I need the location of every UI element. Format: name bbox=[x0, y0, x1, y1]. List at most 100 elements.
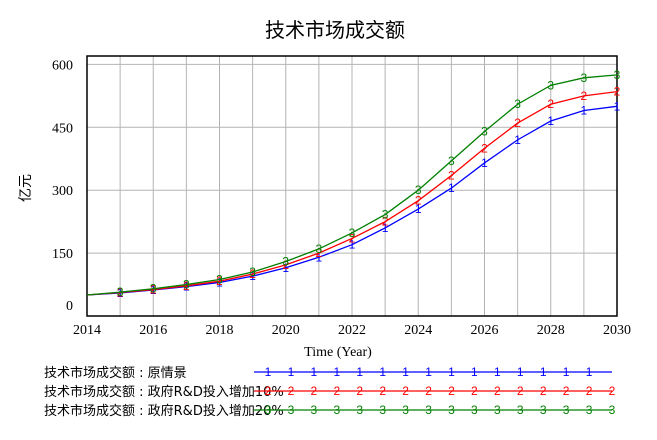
data-point-1: 1 bbox=[614, 99, 621, 113]
legend-marker-3: 3 bbox=[333, 403, 340, 417]
plot-frame bbox=[86, 55, 618, 317]
data-point-3: 3 bbox=[183, 278, 190, 292]
legend-marker-2: 2 bbox=[448, 384, 455, 398]
x-tick-label: 2026 bbox=[471, 323, 499, 338]
legend-marker-3: 3 bbox=[586, 403, 593, 417]
data-point-1: 1 bbox=[448, 181, 455, 195]
legend-marker-3: 3 bbox=[471, 403, 478, 417]
data-point-1: 1 bbox=[316, 250, 323, 264]
data-point-1: 1 bbox=[382, 221, 389, 235]
y-tick-label: 0 bbox=[66, 299, 73, 314]
data-point-1: 1 bbox=[547, 114, 554, 128]
data-point-3: 3 bbox=[415, 183, 422, 197]
data-point-2: 2 bbox=[614, 85, 621, 99]
data-point-3: 3 bbox=[150, 282, 157, 296]
legend-marker-2: 2 bbox=[540, 384, 547, 398]
data-point-1: 1 bbox=[581, 104, 588, 118]
legend-marker-2: 2 bbox=[425, 384, 432, 398]
x-tick-label: 2024 bbox=[404, 323, 432, 338]
data-point-3: 3 bbox=[481, 124, 488, 138]
data-point-3: 3 bbox=[117, 285, 124, 299]
legend-marker-1: 1 bbox=[471, 365, 478, 379]
data-point-1: 1 bbox=[514, 133, 521, 147]
series-line-1 bbox=[86, 105, 618, 296]
y-tick-label: 150 bbox=[52, 247, 73, 262]
data-point-2: 2 bbox=[581, 89, 588, 103]
legend: 技术市场成交额 : 原情景 1 1 1 1 1 1 1 1 1 1 1 1 1 1 1 技术市场成交额 : 政府… bbox=[44, 365, 616, 419]
legend-marker-3: 3 bbox=[402, 403, 409, 417]
x-tick-label: 2028 bbox=[537, 323, 565, 338]
legend-label-1: 技术市场成交额 : 原情景 bbox=[44, 365, 187, 381]
data-point-2: 2 bbox=[415, 194, 422, 208]
x-tick-label: 2014 bbox=[73, 323, 101, 338]
legend-marker-2: 2 bbox=[494, 384, 501, 398]
x-axis: 2014 2016 2018 2020 2022 2024 2026 2028 2030 bbox=[73, 323, 631, 338]
legend-marker-3: 3 bbox=[265, 403, 272, 417]
legend-marker-3: 3 bbox=[448, 403, 455, 417]
y-tick-label: 450 bbox=[52, 121, 73, 136]
legend-marker-3: 3 bbox=[356, 403, 363, 417]
data-point-2: 2 bbox=[481, 141, 488, 155]
legend-marker-2: 2 bbox=[265, 384, 272, 398]
data-point-2: 2 bbox=[547, 97, 554, 111]
legend-marker-3: 3 bbox=[540, 403, 547, 417]
data-point-2: 2 bbox=[183, 279, 190, 293]
data-point-2: 2 bbox=[349, 231, 356, 245]
legend-marker-1: 1 bbox=[311, 365, 318, 379]
data-point-3: 3 bbox=[581, 71, 588, 85]
legend-marker-1: 1 bbox=[563, 365, 570, 379]
data-point-1: 1 bbox=[415, 202, 422, 216]
legend-marker-1: 1 bbox=[356, 365, 363, 379]
data-point-1: 1 bbox=[349, 238, 356, 252]
y-axis-label: 亿元 bbox=[18, 174, 34, 202]
data-point-1: 1 bbox=[481, 156, 488, 170]
y-axis: 0 150 300 450 600 bbox=[52, 58, 73, 314]
legend-marker-2: 2 bbox=[586, 384, 593, 398]
series-line-2 bbox=[86, 91, 618, 296]
legend-marker-1: 1 bbox=[402, 365, 409, 379]
legend-marker-3: 3 bbox=[288, 403, 295, 417]
x-tick-label: 2016 bbox=[139, 323, 167, 338]
legend-marker-2: 2 bbox=[609, 384, 616, 398]
data-point-3: 3 bbox=[316, 242, 323, 256]
legend-marker-3: 3 bbox=[425, 403, 432, 417]
x-tick-label: 2022 bbox=[338, 323, 366, 338]
legend-marker-1: 1 bbox=[288, 365, 295, 379]
data-point-2: 2 bbox=[514, 116, 521, 130]
legend-marker-3: 3 bbox=[494, 403, 501, 417]
legend-marker-2: 2 bbox=[517, 384, 524, 398]
legend-marker-1: 1 bbox=[333, 365, 340, 379]
data-point-3: 3 bbox=[614, 68, 621, 82]
legend-label-3: 技术市场成交额 : 政府R&D投入增加20% bbox=[44, 403, 284, 419]
grid bbox=[86, 56, 618, 316]
legend-marker-1: 1 bbox=[425, 365, 432, 379]
data-point-2: 2 bbox=[448, 169, 455, 183]
data-point-3: 3 bbox=[249, 265, 256, 279]
x-tick-label: 2020 bbox=[272, 323, 300, 338]
y-tick-label: 300 bbox=[52, 184, 73, 199]
legend-marker-2: 2 bbox=[563, 384, 570, 398]
x-axis-label: Time (Year) bbox=[304, 345, 372, 360]
data-point-1: 1 bbox=[282, 261, 289, 275]
data-point-1: 1 bbox=[183, 280, 190, 294]
legend-marker-3: 3 bbox=[563, 403, 570, 417]
data-point-2: 2 bbox=[249, 267, 256, 281]
data-point-1: 1 bbox=[216, 275, 223, 289]
x-tick-label: 2018 bbox=[206, 323, 234, 338]
legend-marker-3: 3 bbox=[517, 403, 524, 417]
data-point-2: 2 bbox=[150, 283, 157, 297]
legend-marker-1: 1 bbox=[448, 365, 455, 379]
data-point-3: 3 bbox=[448, 154, 455, 168]
legend-marker-1: 1 bbox=[517, 365, 524, 379]
data-point-2: 2 bbox=[282, 258, 289, 272]
legend-label-2: 技术市场成交额 : 政府R&D投入增加10% bbox=[44, 384, 284, 400]
legend-marker-1: 1 bbox=[540, 365, 547, 379]
y-tick-label: 600 bbox=[52, 58, 73, 73]
data-point-3: 3 bbox=[514, 97, 521, 111]
legend-marker-2: 2 bbox=[356, 384, 363, 398]
legend-marker-1: 1 bbox=[265, 365, 272, 379]
data-point-3: 3 bbox=[349, 226, 356, 240]
legend-marker-1: 1 bbox=[379, 365, 386, 379]
data-point-3: 3 bbox=[547, 78, 554, 92]
